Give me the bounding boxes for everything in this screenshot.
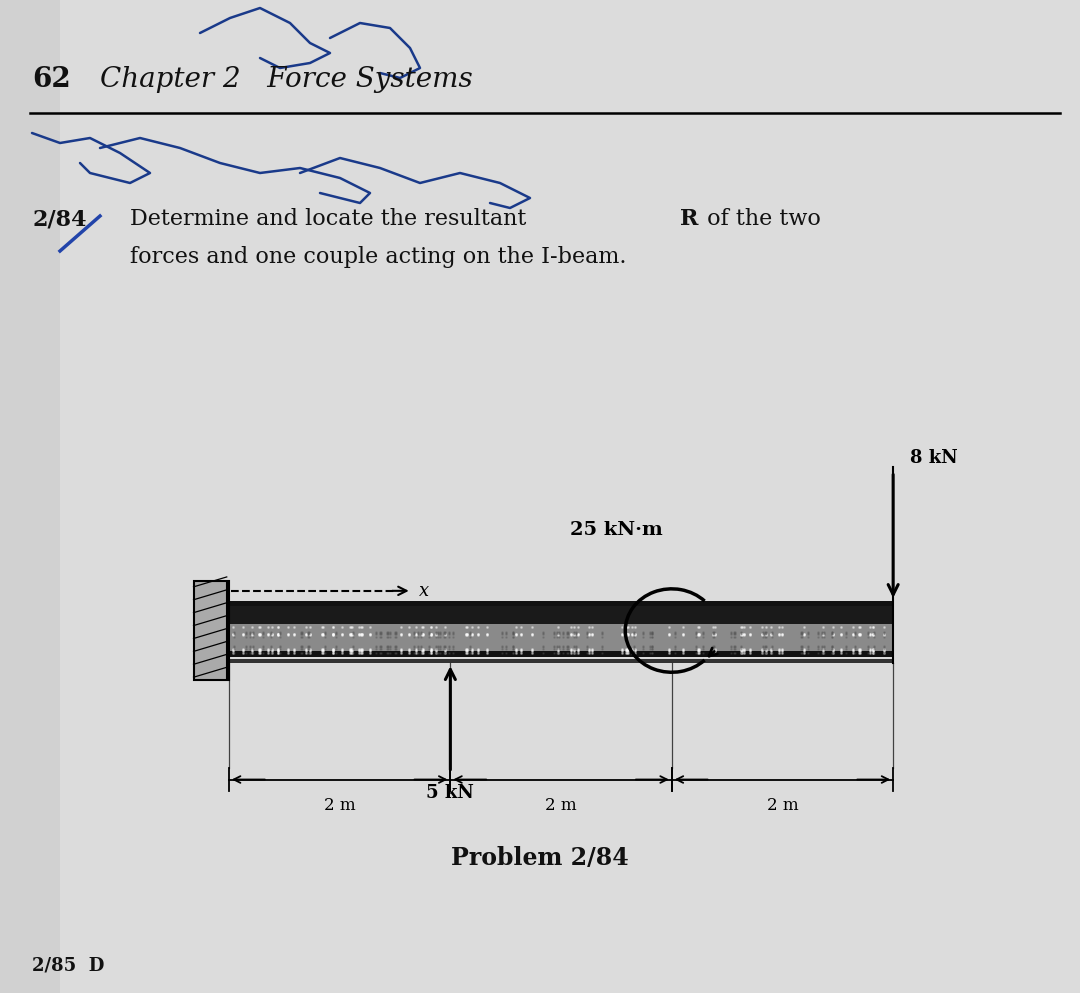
Text: 8 kN: 8 kN [909, 449, 958, 467]
Text: Determine and locate the resultant: Determine and locate the resultant [130, 208, 534, 230]
Text: 62: 62 [32, 66, 71, 93]
Text: Problem 2/84: Problem 2/84 [451, 846, 629, 870]
Text: 2 m: 2 m [767, 797, 798, 814]
Text: 2/85  D: 2/85 D [32, 956, 105, 974]
Bar [229, 606, 893, 626]
Text: 5 kN: 5 kN [427, 784, 474, 802]
Text: 25 kN·m: 25 kN·m [570, 521, 663, 539]
Text: forces and one couple acting on the I-beam.: forces and one couple acting on the I-be… [130, 246, 626, 268]
Text: R: R [680, 208, 699, 230]
Bar [229, 651, 893, 657]
Bar [0, 0, 60, 993]
Text: 2/84: 2/84 [32, 208, 86, 230]
Bar [229, 659, 893, 663]
Text: of the two: of the two [700, 208, 821, 230]
Bar [229, 601, 893, 608]
Text: Chapter 2   Force Systems: Chapter 2 Force Systems [100, 66, 473, 93]
Text: 2 m: 2 m [545, 797, 577, 814]
Text: 2 m: 2 m [324, 797, 355, 814]
Bar [229, 624, 893, 653]
Text: x: x [419, 582, 430, 600]
Bar [193, 581, 227, 680]
